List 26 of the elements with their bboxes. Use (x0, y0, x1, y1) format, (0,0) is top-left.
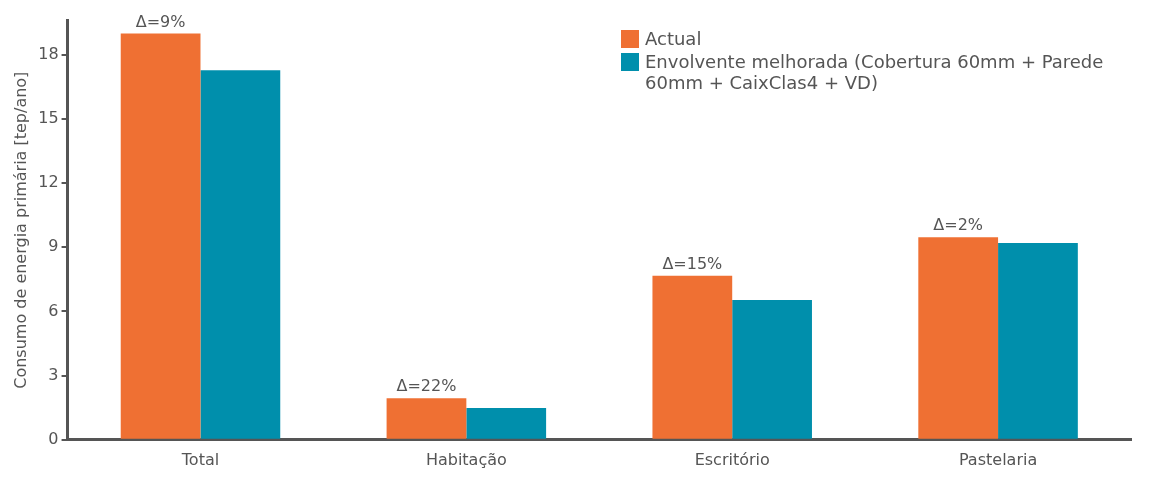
bar (200, 70, 281, 439)
x-tick-label: Pastelaria (958, 449, 1038, 469)
annotation: Δ=15% (662, 253, 723, 273)
y-tick-label: 9 (48, 236, 59, 256)
bar (466, 407, 547, 439)
annotation: Δ=9% (135, 11, 186, 31)
bar (998, 243, 1078, 439)
bar (386, 398, 467, 439)
x-tick-label: Escritório (694, 449, 770, 469)
y-tick-label: 18 (38, 43, 59, 63)
y-tick-label: 15 (38, 108, 59, 128)
bar (732, 299, 812, 439)
legend-label: Envolvente melhorada (Cobertura 60mm + Parede 60mm + CaixClas4 + VD) (645, 51, 1105, 93)
y-axis-title: Consumo de energia primária [tep/ano] (10, 71, 30, 389)
annotation: Δ=22% (396, 376, 457, 396)
bar (918, 237, 999, 439)
x-tick-label: Habitação (425, 449, 507, 469)
y-tick-label: 12 (38, 172, 59, 192)
bar (652, 275, 733, 439)
legend-label: Actual (645, 28, 702, 49)
y-tick-label: 3 (48, 364, 59, 384)
y-tick-label: 6 (48, 300, 59, 320)
bar (120, 33, 201, 439)
y-tick-label: 0 (48, 428, 59, 448)
annotation: Δ=2% (933, 215, 984, 235)
x-tick-label: Total (180, 449, 220, 469)
